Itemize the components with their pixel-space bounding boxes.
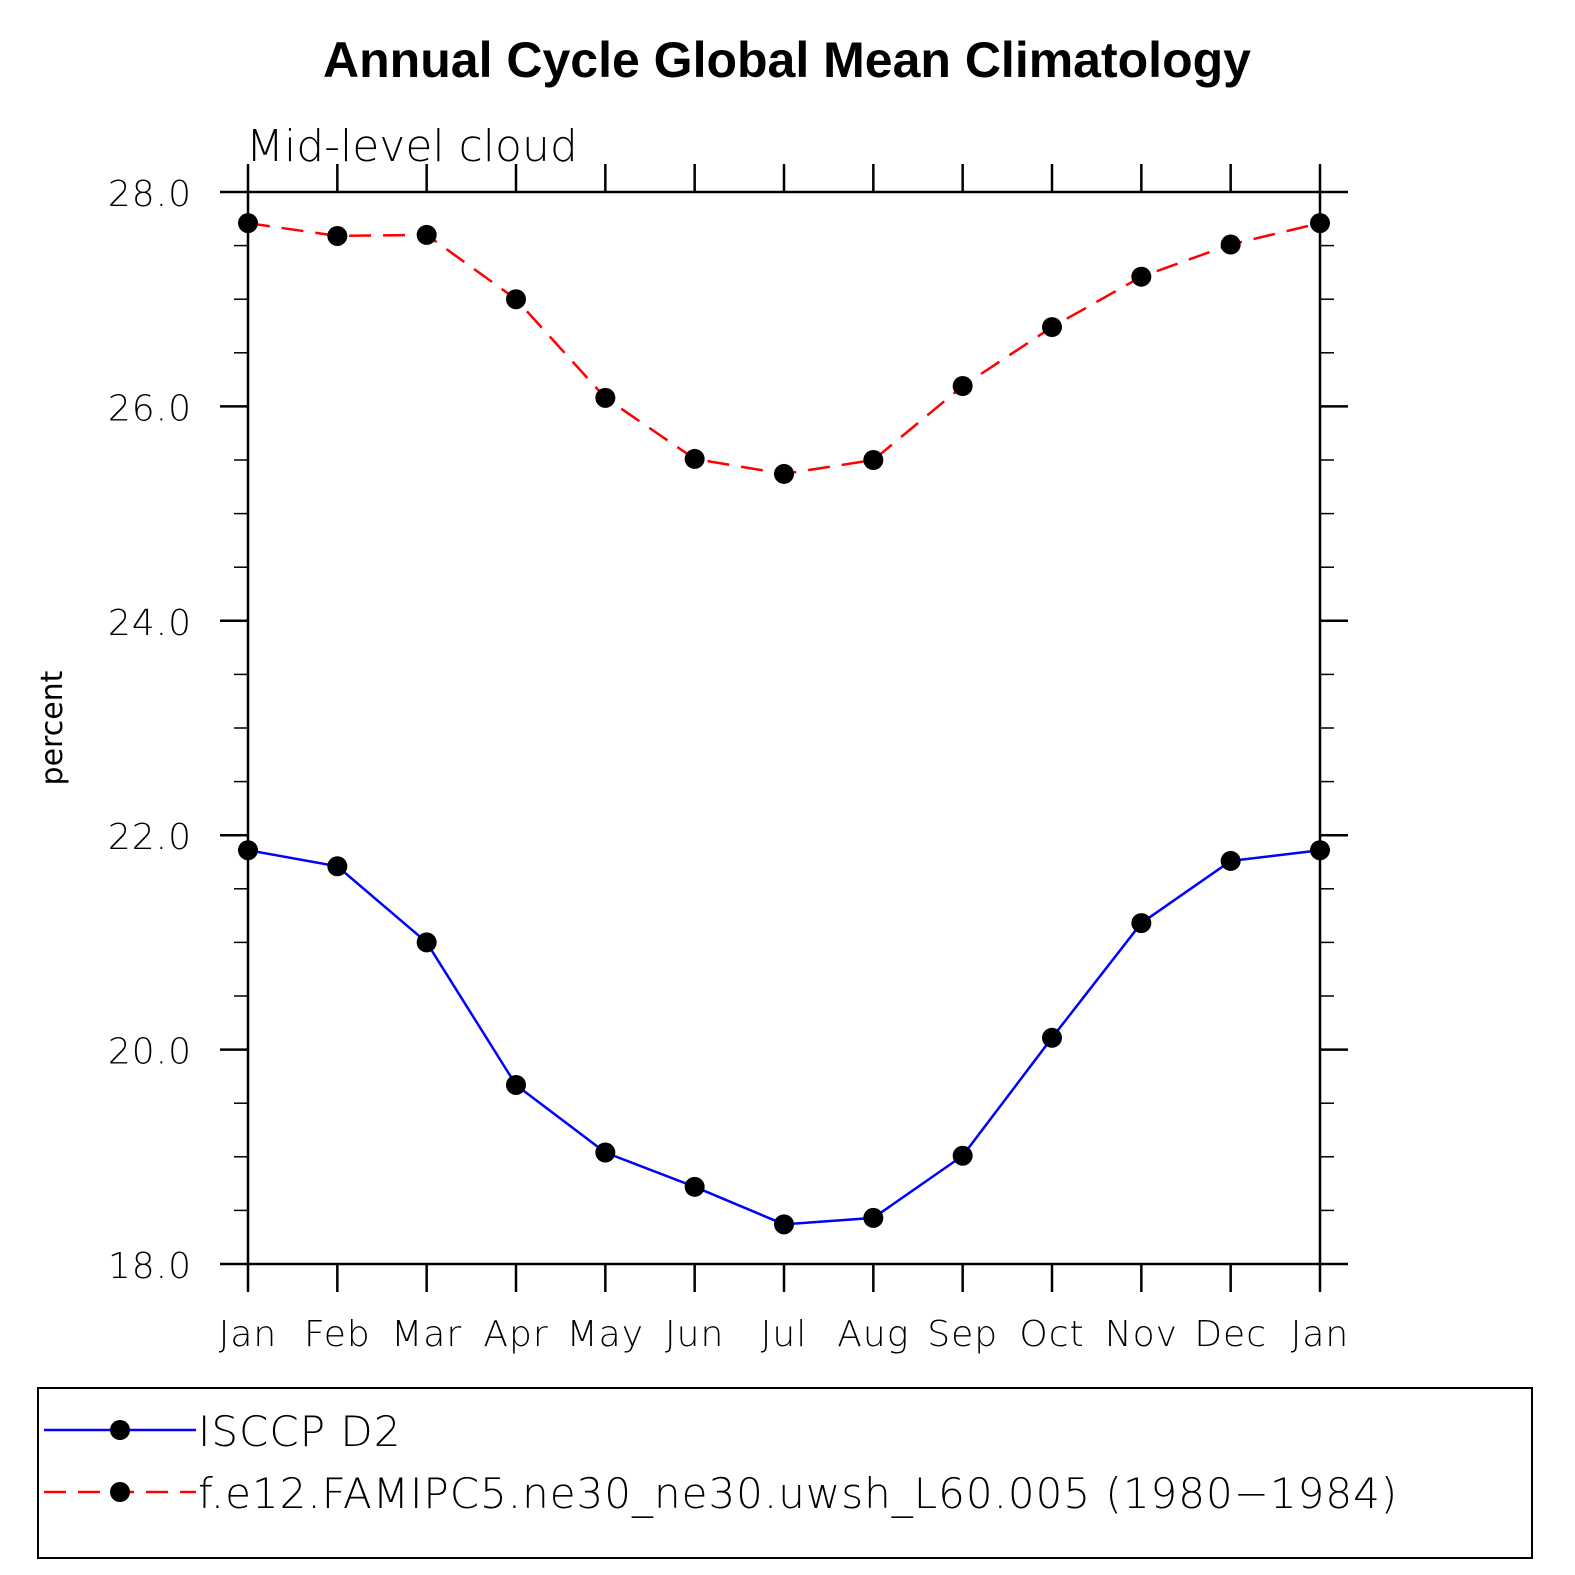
legend: ISCCP D2 f.e12.FAMIPC5.ne30_ne30.uwsh_L60… xyxy=(44,1407,1398,1518)
y-tick-label: 26.0 xyxy=(108,388,192,429)
x-tick-label: Mar xyxy=(391,1314,462,1355)
y-axis-label: percent xyxy=(35,670,70,785)
data-point xyxy=(506,289,526,310)
x-tick-label: Oct xyxy=(1019,1314,1084,1355)
data-point xyxy=(1310,213,1330,234)
x-tick-label: Aug xyxy=(837,1314,909,1355)
data-point xyxy=(1042,317,1062,338)
x-tick-label: Nov xyxy=(1105,1314,1178,1355)
data-point xyxy=(1042,1027,1062,1048)
legend-marker xyxy=(110,1482,130,1502)
data-point xyxy=(416,932,437,953)
legend-label: ISCCP D2 xyxy=(198,1407,401,1456)
y-tick-label: 24.0 xyxy=(108,603,192,644)
data-point xyxy=(684,448,705,469)
data-point xyxy=(416,224,437,245)
data-point xyxy=(595,1142,616,1163)
y-tick-label: 18.0 xyxy=(108,1246,192,1287)
series-line-0 xyxy=(247,848,1321,1226)
data-point xyxy=(327,856,348,877)
x-tick-label: Dec xyxy=(1194,1314,1267,1355)
y-tick-label: 20.0 xyxy=(108,1032,192,1073)
data-point xyxy=(1310,840,1330,861)
chart-title: Annual Cycle Global Mean Climatology xyxy=(323,32,1251,88)
data-point xyxy=(774,1214,794,1235)
data-point xyxy=(774,463,794,484)
x-tick-label: Jan xyxy=(219,1314,278,1355)
x-tick-labels: Jan Feb Mar Apr May Jun Jul Aug Sep Oct Nov Dec Jan xyxy=(219,1314,1350,1355)
y-tick-labels: 18.0 20.0 22.0 24.0 26.0 28.0 xyxy=(108,174,192,1287)
data-point xyxy=(1220,850,1241,871)
legend-marker xyxy=(110,1420,130,1440)
x-tick-label: Sep xyxy=(927,1314,998,1355)
data-point xyxy=(684,1176,705,1197)
legend-label: f.e12.FAMIPC5.ne30_ne30.uwsh_L60.005 (19… xyxy=(198,1469,1398,1518)
x-tick-label: Jun xyxy=(665,1314,724,1355)
series-layer xyxy=(238,213,1330,1235)
y-tick-label: 28.0 xyxy=(108,174,192,215)
data-point xyxy=(952,376,973,397)
data-point xyxy=(238,840,258,861)
x-tick-label: Feb xyxy=(304,1314,371,1355)
x-tick-label: Jan xyxy=(1291,1314,1350,1355)
y-tick-label: 22.0 xyxy=(108,817,192,858)
chart-subtitle: Mid-level cloud xyxy=(246,121,578,172)
legend-box xyxy=(37,1387,1533,1559)
x-tick-label: May xyxy=(567,1314,644,1355)
plot-frame xyxy=(246,190,1322,1266)
series-line-1 xyxy=(247,221,1321,476)
data-point xyxy=(1220,234,1241,255)
data-point xyxy=(863,450,884,470)
data-point xyxy=(506,1074,526,1095)
x-tick-label: Jul xyxy=(761,1314,807,1355)
data-point xyxy=(952,1145,973,1166)
x-tick-label: Apr xyxy=(483,1314,548,1355)
data-point xyxy=(863,1207,884,1228)
data-point xyxy=(1131,913,1152,934)
data-point xyxy=(327,225,348,246)
axis-ticks xyxy=(220,164,1348,1292)
data-point xyxy=(238,213,258,234)
data-point xyxy=(595,387,616,408)
data-point xyxy=(1131,266,1152,287)
